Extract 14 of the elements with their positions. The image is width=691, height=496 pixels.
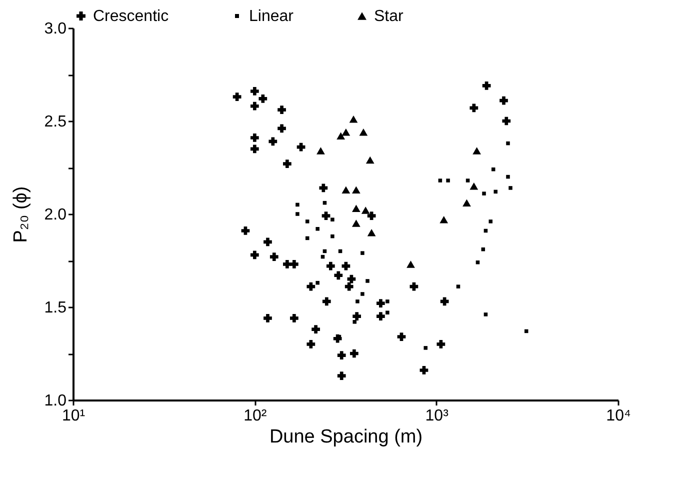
y-tick-label: 1.0 — [44, 392, 67, 410]
y-tick-label: 1.5 — [44, 300, 67, 316]
x-axis-title: Dune Spacing (m) — [269, 426, 423, 448]
x-tick-label: 10⁴ — [606, 408, 631, 424]
legend-label: Crescentic — [93, 8, 169, 25]
y-tick-label: 2.0 — [44, 206, 67, 224]
legend-label: Linear — [249, 8, 294, 25]
x-tick-label: 10² — [244, 408, 268, 424]
x-tick-label: 10³ — [425, 408, 450, 424]
y-tick-label: 3.0 — [44, 20, 67, 38]
y-axis-title: P₂₀ (ϕ) — [10, 186, 32, 243]
legend-label: Star — [374, 8, 404, 25]
y-tick-label: 2.5 — [44, 114, 67, 130]
x-tick-label: 10¹ — [62, 408, 86, 424]
